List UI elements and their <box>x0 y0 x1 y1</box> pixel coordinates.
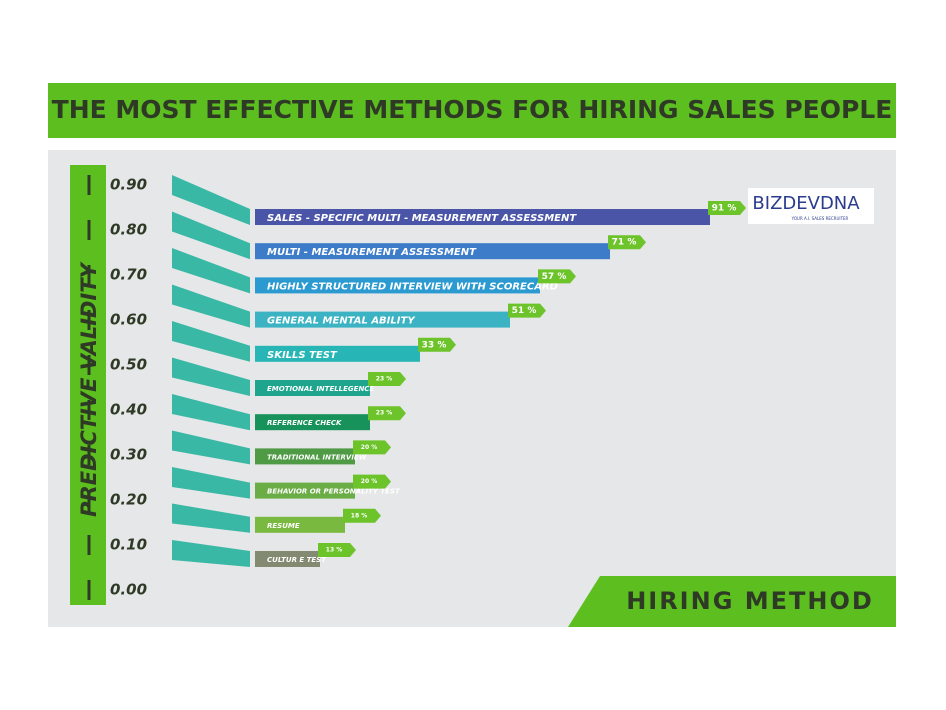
connector <box>172 321 250 362</box>
value-tag <box>508 303 546 318</box>
value-label: 57 % <box>542 272 567 282</box>
connector <box>172 394 250 431</box>
y-tick-label: 0.00 <box>110 581 147 599</box>
connector <box>172 357 250 396</box>
category-label: MULTI - MEASUREMENT ASSESSMENT <box>267 247 477 258</box>
category-label: SALES - SPECIFIC MULTI - MEASUREMENT ASS… <box>267 213 577 224</box>
y-tick-label: 0.50 <box>110 356 147 374</box>
y-tick-label: 0.10 <box>110 536 147 554</box>
bar <box>255 277 540 294</box>
connector <box>172 248 250 294</box>
connector <box>172 467 250 499</box>
bar <box>255 311 510 328</box>
y-tick-label: 0.80 <box>110 221 147 239</box>
bar <box>255 516 345 533</box>
value-tag <box>708 201 746 215</box>
value-label: 91 % <box>712 204 737 214</box>
title-banner <box>48 83 896 138</box>
value-label: 33 % <box>422 340 447 350</box>
connector <box>172 284 250 328</box>
value-tag <box>353 474 391 489</box>
value-label: 20 % <box>361 478 377 485</box>
value-label: 18 % <box>351 512 367 519</box>
y-tick-label: 0.60 <box>110 311 147 329</box>
category-label: EMOTIONAL INTELLEGENCE <box>267 385 374 393</box>
value-tag <box>353 440 391 455</box>
value-tag <box>368 406 406 421</box>
logo-tagline: YOUR A.I. SALES RECRUITER <box>791 216 849 221</box>
bar <box>255 209 710 225</box>
category-label: RESUME <box>267 522 300 530</box>
logo: BIZDEVDNA <box>752 193 860 214</box>
value-label: 51 % <box>512 306 537 316</box>
value-tag <box>608 235 646 250</box>
y-tick-label: 0.20 <box>110 491 147 509</box>
bar <box>255 243 610 260</box>
bar <box>255 448 355 465</box>
value-tag <box>343 508 381 523</box>
category-label: BEHAVIOR OR PERSONALITY TEST <box>267 488 401 496</box>
connector <box>172 211 250 260</box>
connector <box>172 430 250 465</box>
y-tick-label: 0.90 <box>110 176 147 194</box>
category-label: CULTUR E TEST <box>267 556 327 564</box>
value-label: 23 % <box>376 410 392 417</box>
x-axis-label: HIRING METHOD <box>626 587 874 615</box>
bar <box>255 414 370 431</box>
logo-box <box>748 188 874 224</box>
bar <box>255 345 420 362</box>
y-tick-label: 0.40 <box>110 401 147 419</box>
connector <box>172 540 250 567</box>
x-label-tab <box>568 576 896 627</box>
category-label: GENERAL MENTAL ABILITY <box>267 316 416 327</box>
category-label: TRADITIONAL INTERVIEW <box>267 453 367 461</box>
bar <box>255 380 370 396</box>
y-axis-label: PREDICTIVE VALIDITY <box>77 261 101 516</box>
value-tag <box>368 372 406 386</box>
value-label: 71 % <box>612 238 637 248</box>
category-label: HIGHLY STRUCTURED INTERVIEW WITH SCORECA… <box>267 281 558 292</box>
value-label: 20 % <box>361 444 377 451</box>
value-tag <box>538 269 576 284</box>
value-tag <box>418 337 456 352</box>
y-tick-label: 0.30 <box>110 446 147 464</box>
category-label: REFERENCE CHECK <box>267 419 342 427</box>
bar <box>255 551 320 567</box>
connector <box>172 175 250 225</box>
chart-title: THE MOST EFFECTIVE METHODS FOR HIRING SA… <box>52 95 893 124</box>
value-label: 23 % <box>376 376 392 383</box>
value-label: 13 % <box>326 547 342 554</box>
value-tag <box>318 543 356 557</box>
category-label: SKILLS TEST <box>267 350 338 361</box>
bar <box>255 482 355 499</box>
connector <box>172 503 250 533</box>
y-tick-label: 0.70 <box>110 266 147 284</box>
